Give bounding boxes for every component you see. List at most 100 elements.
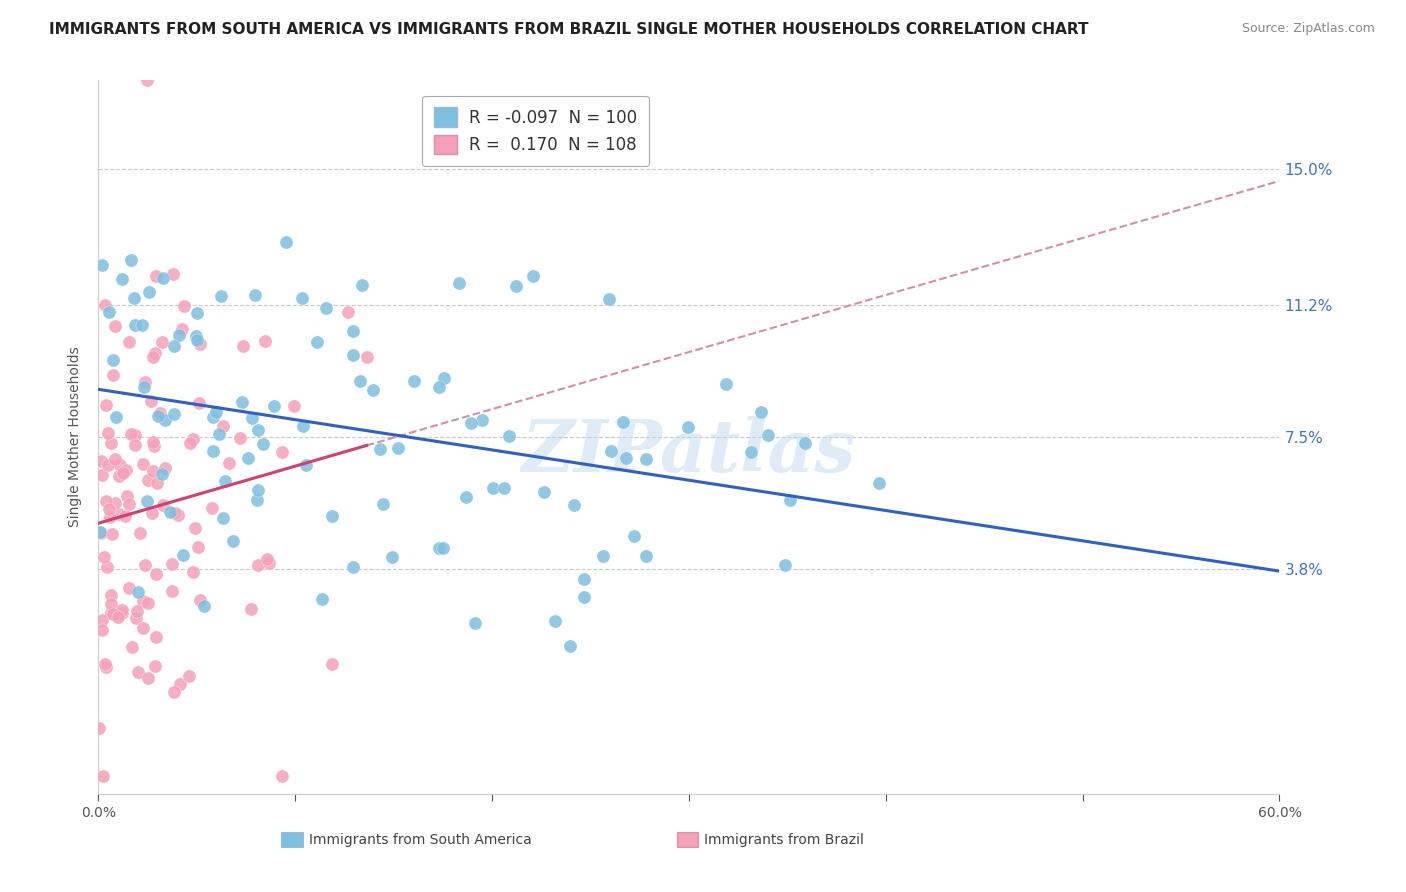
Point [201,409,224,424]
Point [201,444,224,458]
FancyBboxPatch shape [678,831,699,847]
Y-axis label: Single Mother Households: Single Mother Households [69,347,83,527]
Point [136,494,159,508]
Point [136,671,159,685]
Point [145,630,167,644]
Point [169,677,191,691]
Point [505,279,527,293]
Point [183,521,205,535]
Point [427,541,450,555]
Point [342,560,364,574]
Point [271,769,294,783]
Point [120,427,142,442]
Point [124,611,146,625]
Point [98,502,121,516]
Point [402,374,425,388]
Point [794,435,817,450]
Point [433,371,456,385]
Point [150,334,173,349]
Point [311,592,333,607]
Point [141,506,163,520]
Point [163,507,186,521]
Point [138,285,160,299]
Point [336,305,359,319]
Point [146,476,169,491]
Point [243,288,266,302]
Point [132,594,155,608]
Point [107,609,129,624]
Point [124,438,146,452]
Point [90,467,112,482]
Point [91,623,114,637]
Point [773,558,796,572]
Point [172,322,194,336]
Point [125,605,148,619]
Point [193,599,215,614]
Point [149,406,172,420]
Point [186,306,208,320]
Point [131,318,153,332]
Point [127,584,149,599]
Point [152,499,174,513]
Point [181,565,204,579]
Point [89,524,111,539]
Point [101,353,124,368]
Point [127,665,149,679]
Point [101,527,124,541]
Point [94,398,117,412]
Point [94,298,117,312]
Point [294,458,316,472]
Point [101,607,124,621]
Point [342,324,364,338]
Point [115,489,138,503]
Point [145,658,167,673]
Point [614,450,637,465]
Point [471,413,494,427]
Point [246,423,269,437]
Point [292,419,315,434]
Point [148,409,170,424]
Point [112,466,135,480]
Point [350,278,373,293]
Point [96,559,118,574]
Point [361,383,384,397]
Point [108,458,131,472]
Point [636,451,658,466]
Text: Immigrants from South America: Immigrants from South America [309,832,531,847]
Point [100,588,122,602]
Point [779,493,801,508]
Point [598,292,620,306]
Point [100,597,122,611]
Point [90,526,112,541]
Point [387,442,409,456]
Point [108,469,131,483]
Point [145,567,167,582]
Point [186,333,208,347]
Point [94,657,117,671]
Point [321,508,343,523]
Point [253,334,276,348]
Point [132,380,155,394]
Point [714,377,737,392]
Point [190,337,212,351]
Point [103,368,125,383]
Point [283,399,305,413]
Point [574,573,596,587]
Point [212,419,235,434]
Point [134,375,156,389]
Point [208,427,231,442]
Point [214,474,236,488]
Point [205,405,228,419]
Point [368,442,391,456]
Point [111,272,134,286]
Point [562,498,585,512]
Point [143,439,166,453]
Point [91,613,114,627]
Point [231,395,253,409]
Point [240,411,263,425]
Point [129,526,152,541]
Text: IMMIGRANTS FROM SOUTH AMERICA VS IMMIGRANTS FROM BRAZIL SINGLE MOTHER HOUSEHOLDS: IMMIGRANTS FROM SOUTH AMERICA VS IMMIGRA… [49,22,1088,37]
Point [232,339,254,353]
Point [222,534,245,549]
Point [135,73,157,87]
